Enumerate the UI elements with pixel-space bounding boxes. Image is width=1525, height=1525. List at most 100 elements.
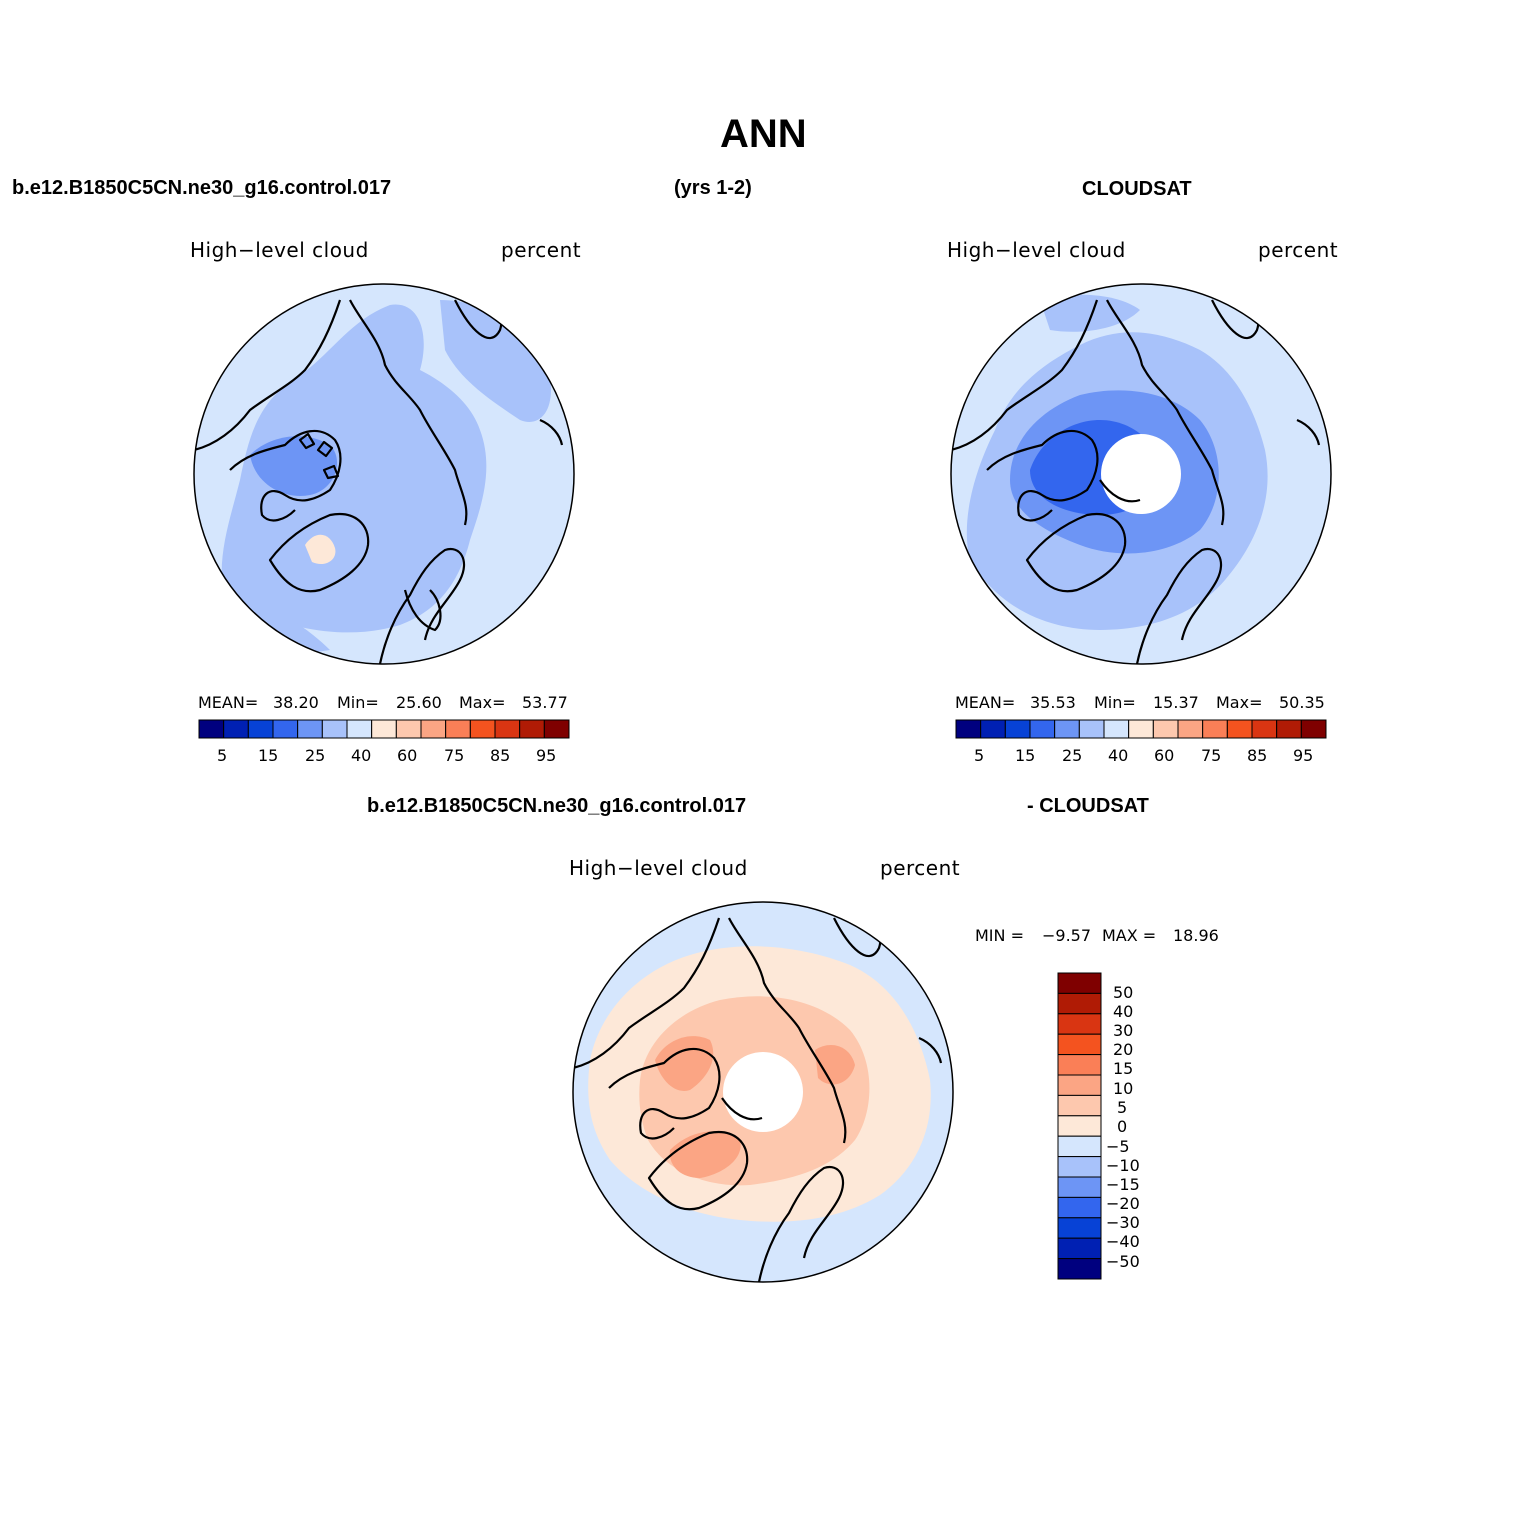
- model-min-value: 25.60: [396, 693, 442, 712]
- diff-coastlines: [573, 912, 943, 1282]
- diff-colorbar-swatch: [1057, 992, 1102, 1015]
- obs-colorbar-swatch: [1004, 719, 1031, 739]
- diff-variable-label: High−level cloud: [569, 856, 748, 880]
- model-colorbar-swatch: [297, 719, 323, 739]
- obs-colorbar-swatch: [1029, 719, 1056, 739]
- diff-min-value: −9.57: [1042, 926, 1092, 945]
- obs-contour-mid-n: [1040, 294, 1140, 332]
- obs-colorbar-swatch: [1202, 719, 1228, 739]
- obs-colorbar-swatch: [1128, 719, 1154, 739]
- model-colorbar-swatch: [371, 719, 397, 739]
- model-colorbar-swatch: [420, 719, 447, 739]
- model-colorbar-tick: 85: [490, 746, 511, 765]
- diff-colorbar: [1057, 972, 1102, 1280]
- diff-polar-map: [572, 901, 954, 1283]
- diff-colorbar-swatch: [1057, 1013, 1102, 1035]
- model-colorbar-tick: 40: [351, 746, 372, 765]
- model-mean-value: 38.20: [273, 693, 319, 712]
- obs-missing-data-hole: [1101, 434, 1181, 514]
- obs-colorbar-swatch: [1300, 719, 1327, 739]
- diff-colorbar-tick: −40: [1106, 1232, 1140, 1251]
- diff-colorbar-swatch: [1057, 1074, 1102, 1096]
- model-min-label: Min=: [337, 693, 379, 712]
- diff-missing-data-hole: [723, 1052, 803, 1132]
- diff-colorbar-swatch: [1057, 1115, 1102, 1137]
- obs-colorbar-swatch: [1152, 719, 1179, 739]
- model-colorbar-swatch: [346, 719, 373, 739]
- model-colorbar-swatch: [445, 719, 471, 739]
- obs-colorbar-tick: 60: [1154, 746, 1175, 765]
- model-colorbar-swatch: [519, 719, 545, 739]
- model-polar-map: [193, 283, 575, 665]
- obs-colorbar-swatch: [1078, 719, 1105, 739]
- diff-colorbar-swatch: [1057, 1217, 1102, 1239]
- obs-colorbar-swatch: [1103, 719, 1130, 739]
- model-variable-label: High−level cloud: [190, 238, 369, 262]
- obs-polar-map: [950, 283, 1332, 665]
- years-header: (yrs 1-2): [674, 177, 752, 199]
- model-colorbar-tick: 5: [217, 746, 228, 765]
- obs-min-label: Min=: [1094, 693, 1136, 712]
- obs-colorbar-tick: 75: [1201, 746, 1222, 765]
- obs-colorbar-tick: 5: [974, 746, 985, 765]
- model-colorbar-tick: 75: [444, 746, 465, 765]
- model-mean-label: MEAN=: [198, 693, 259, 712]
- obs-colorbar-swatch: [1276, 719, 1302, 739]
- model-colorbar-swatch: [321, 719, 348, 739]
- diff-colorbar-swatch: [1057, 972, 1102, 994]
- obs-colorbar-swatch: [980, 719, 1006, 739]
- page-title: ANN: [720, 112, 807, 156]
- case-name-header: b.e12.B1850C5CN.ne30_g16.control.017: [12, 177, 392, 199]
- model-units-label: percent: [501, 238, 582, 262]
- diff-colorbar-swatch: [1057, 1033, 1102, 1056]
- model-colorbar-swatch: [395, 719, 422, 739]
- obs-colorbar-tick: 25: [1062, 746, 1083, 765]
- obs-min-value: 15.37: [1153, 693, 1199, 712]
- obs-colorbar-swatch: [1251, 719, 1278, 739]
- obs-variable-label: High−level cloud: [947, 238, 1126, 262]
- model-contour-inner: [294, 401, 431, 516]
- diff-colorbar-swatch: [1057, 1237, 1102, 1260]
- model-colorbar-tick: 15: [258, 746, 279, 765]
- diff-colorbar-tick: −5: [1106, 1137, 1130, 1156]
- diff-colorbar-tick: 15: [1113, 1059, 1134, 1078]
- model-contour-patch: [305, 534, 336, 565]
- model-colorbar-swatch: [198, 719, 225, 739]
- obs-units-label: percent: [1258, 238, 1339, 262]
- model-colorbar-swatch: [272, 719, 299, 739]
- model-colorbar-tick: 25: [305, 746, 326, 765]
- model-colorbar-swatch: [223, 719, 249, 739]
- diff-max-value: 18.96: [1173, 926, 1219, 945]
- diff-colorbar-tick: 5: [1117, 1098, 1128, 1117]
- obs-mean-value: 35.53: [1030, 693, 1076, 712]
- diff-colorbar-swatch: [1057, 1135, 1102, 1158]
- diff-colorbar-tick: 10: [1113, 1079, 1134, 1098]
- diff-colorbar-tick: 20: [1113, 1040, 1134, 1059]
- diff-obs-name-header: - CLOUDSAT: [1027, 795, 1149, 817]
- obs-max-value: 50.35: [1279, 693, 1325, 712]
- model-colorbar-tick: 60: [397, 746, 418, 765]
- obs-colorbar-swatch: [1054, 719, 1080, 739]
- obs-max-label: Max=: [1216, 693, 1263, 712]
- diff-colorbar-swatch: [1057, 1176, 1102, 1198]
- diff-colorbar-swatch: [1057, 1054, 1102, 1076]
- model-contour-mid-ne: [440, 300, 551, 422]
- obs-colorbar-tick: 15: [1015, 746, 1036, 765]
- model-colorbar-tick: 95: [536, 746, 557, 765]
- diff-colorbar-swatch: [1057, 1156, 1102, 1178]
- model-contour-core: [250, 436, 338, 496]
- diff-units-label: percent: [880, 856, 961, 880]
- obs-colorbar-swatch: [1177, 719, 1204, 739]
- diff-colorbar-tick: 40: [1113, 1002, 1134, 1021]
- diff-colorbar-tick: −10: [1106, 1156, 1140, 1175]
- model-colorbar-swatch: [543, 719, 570, 739]
- model-colorbar-swatch: [494, 719, 521, 739]
- diff-colorbar-tick: 30: [1113, 1021, 1134, 1040]
- diff-colorbar-swatch: [1057, 1196, 1102, 1219]
- obs-colorbar-swatch: [1226, 719, 1253, 739]
- diff-colorbar-swatch: [1057, 1258, 1102, 1280]
- model-colorbar-swatch: [469, 719, 496, 739]
- model-max-value: 53.77: [522, 693, 568, 712]
- model-colorbar-swatch: [247, 719, 274, 739]
- diff-colorbar-swatch: [1057, 1094, 1102, 1117]
